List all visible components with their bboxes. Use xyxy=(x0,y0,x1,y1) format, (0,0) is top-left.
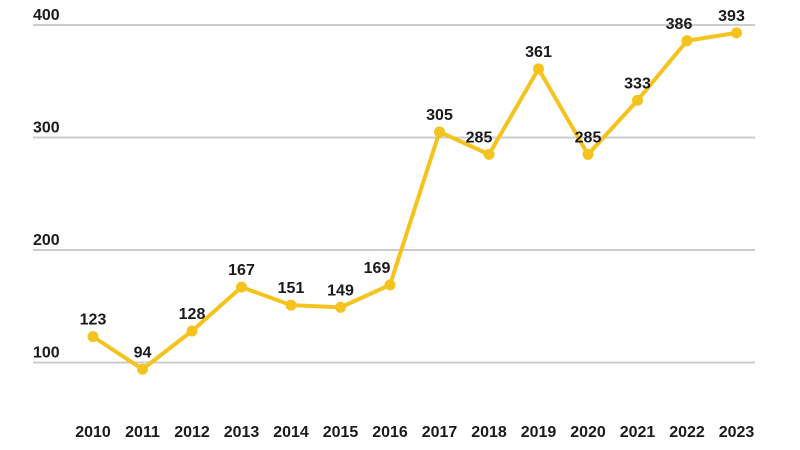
data-value-label: 285 xyxy=(575,129,602,146)
data-value-label: 123 xyxy=(80,312,107,329)
data-point xyxy=(384,279,396,291)
y-tick-label: 300 xyxy=(33,120,60,137)
x-tick-label: 2017 xyxy=(422,424,458,441)
x-tick-label: 2016 xyxy=(372,424,408,441)
data-value-label: 285 xyxy=(466,129,493,146)
data-line xyxy=(91,30,739,372)
x-tick-label: 2014 xyxy=(273,424,309,441)
data-value-label: 333 xyxy=(624,75,651,92)
x-tick-label: 2011 xyxy=(125,424,160,441)
data-value-label: 94 xyxy=(134,344,152,361)
data-point xyxy=(533,63,544,75)
x-tick-label: 2021 xyxy=(620,424,656,441)
data-point xyxy=(186,325,198,337)
y-tick-label: 100 xyxy=(33,345,60,362)
x-tick-label: 2023 xyxy=(719,424,755,441)
x-tick-label: 2019 xyxy=(521,424,557,441)
data-point xyxy=(87,331,99,343)
data-value-label: 167 xyxy=(228,262,255,279)
data-point xyxy=(483,148,495,160)
data-value-label: 169 xyxy=(364,260,391,277)
data-value-label: 128 xyxy=(179,306,206,323)
data-point xyxy=(582,148,594,160)
data-point xyxy=(681,35,693,47)
data-value-label: 393 xyxy=(718,8,745,25)
data-point xyxy=(137,363,148,375)
x-tick-label: 2013 xyxy=(224,424,260,441)
data-value-label: 151 xyxy=(278,280,305,297)
x-tick-label: 2022 xyxy=(669,424,705,441)
data-value-label: 386 xyxy=(666,16,693,33)
data-point xyxy=(434,126,445,138)
data-value-label: 361 xyxy=(525,44,552,61)
x-tick-label: 2018 xyxy=(471,424,507,441)
y-tick-label: 400 xyxy=(33,7,60,24)
data-point xyxy=(632,94,643,106)
data-point xyxy=(731,27,742,39)
data-point xyxy=(335,301,346,313)
x-tick-label: 2012 xyxy=(174,424,210,441)
data-value-label: 149 xyxy=(327,282,354,299)
y-tick-label: 200 xyxy=(33,232,60,249)
x-tick-label: 2020 xyxy=(570,424,606,441)
x-tick-label: 2010 xyxy=(75,424,111,441)
data-point xyxy=(236,281,247,293)
data-point xyxy=(285,299,297,311)
data-value-label: 305 xyxy=(426,107,453,124)
x-tick-label: 2015 xyxy=(323,424,359,441)
